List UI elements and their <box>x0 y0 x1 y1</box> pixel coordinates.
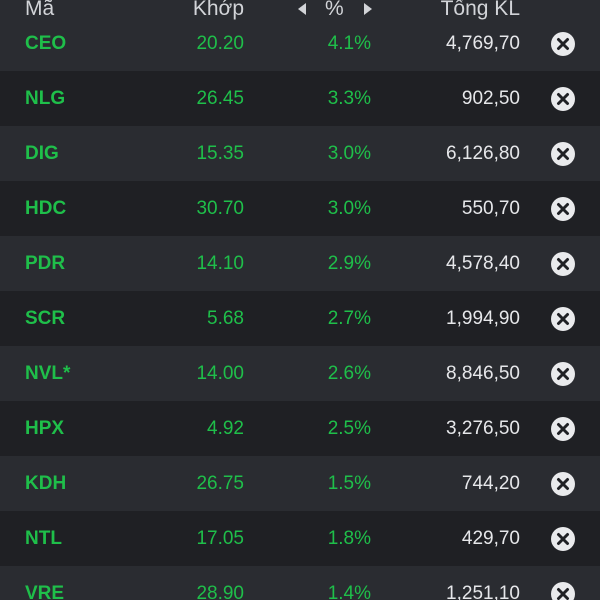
percent-change: 1.8% <box>327 528 371 549</box>
stock-code: DIG <box>25 143 59 164</box>
stock-code: NTL <box>25 528 62 549</box>
close-circle-icon[interactable] <box>551 472 575 496</box>
stock-code: NLG <box>25 88 66 109</box>
total-volume: 1,251,10 <box>446 583 520 600</box>
percent-change: 1.4% <box>327 583 371 600</box>
close-circle-icon[interactable] <box>551 527 575 551</box>
match-price: 26.75 <box>196 473 244 494</box>
percent-change: 2.6% <box>327 363 371 384</box>
stock-row[interactable]: NTL 17.05 1.8% 429,70 <box>0 511 600 566</box>
total-volume: 4,578,40 <box>446 253 520 274</box>
total-volume: 8,846,50 <box>446 363 520 384</box>
total-volume: 902,50 <box>461 88 520 109</box>
close-circle-icon[interactable] <box>551 362 575 386</box>
stock-row[interactable]: KDH 26.75 1.5% 744,20 <box>0 456 600 511</box>
match-price: 14.00 <box>196 363 244 384</box>
stock-code: HPX <box>25 418 65 439</box>
stock-code: VRE <box>25 583 65 600</box>
match-price: 5.68 <box>207 308 244 329</box>
header-price[interactable]: Khớp <box>192 0 244 20</box>
caret-right-icon[interactable] <box>364 3 372 15</box>
close-circle-icon[interactable] <box>551 197 575 221</box>
stock-list: CEO 20.20 4.1% 4,769,70 NLG 26.45 3.3% 902,50 DI… <box>0 16 600 600</box>
stock-code: PDR <box>25 253 66 274</box>
percent-change: 2.9% <box>327 253 371 274</box>
stock-row[interactable]: NVL* 14.00 2.6% 8,846,50 <box>0 346 600 401</box>
stock-code: KDH <box>25 473 67 494</box>
column-header: Mã Khớp % Tổng KL <box>0 0 600 31</box>
header-volume[interactable]: Tổng KL <box>440 0 520 20</box>
stock-code: NVL* <box>25 363 71 384</box>
percent-change: 3.3% <box>327 88 371 109</box>
total-volume: 6,126,80 <box>446 143 520 164</box>
stock-row[interactable]: HDC 30.70 3.0% 550,70 <box>0 181 600 236</box>
header-code[interactable]: Mã <box>25 0 55 20</box>
percent-change: 2.5% <box>327 418 371 439</box>
total-volume: 1,994,90 <box>446 308 520 329</box>
close-circle-icon[interactable] <box>551 417 575 441</box>
stock-row[interactable]: NLG 26.45 3.3% 902,50 <box>0 71 600 126</box>
close-circle-icon[interactable] <box>551 252 575 276</box>
header-percent[interactable]: % <box>325 0 344 20</box>
percent-change: 3.0% <box>327 198 371 219</box>
match-price: 28.90 <box>196 583 244 600</box>
caret-left-icon[interactable] <box>298 3 306 15</box>
close-circle-icon[interactable] <box>551 32 575 56</box>
match-price: 26.45 <box>196 88 244 109</box>
percent-change: 1.5% <box>327 473 371 494</box>
match-price: 4.92 <box>207 418 244 439</box>
total-volume: 4,769,70 <box>446 33 520 54</box>
stock-row[interactable]: HPX 4.92 2.5% 3,276,50 <box>0 401 600 456</box>
match-price: 30.70 <box>196 198 244 219</box>
stock-row[interactable]: DIG 15.35 3.0% 6,126,80 <box>0 126 600 181</box>
close-circle-icon[interactable] <box>551 142 575 166</box>
stock-row[interactable]: SCR 5.68 2.7% 1,994,90 <box>0 291 600 346</box>
close-circle-icon[interactable] <box>551 307 575 331</box>
percent-change: 2.7% <box>327 308 371 329</box>
stock-row[interactable]: PDR 14.10 2.9% 4,578,40 <box>0 236 600 291</box>
stock-row[interactable]: VRE 28.90 1.4% 1,251,10 <box>0 566 600 600</box>
stock-code: SCR <box>25 308 66 329</box>
match-price: 20.20 <box>196 33 244 54</box>
percent-change: 3.0% <box>327 143 371 164</box>
total-volume: 550,70 <box>461 198 520 219</box>
match-price: 15.35 <box>196 143 244 164</box>
total-volume: 3,276,50 <box>446 418 520 439</box>
close-circle-icon[interactable] <box>551 87 575 111</box>
match-price: 14.10 <box>196 253 244 274</box>
stock-code: HDC <box>25 198 67 219</box>
percent-change: 4.1% <box>327 33 371 54</box>
total-volume: 744,20 <box>461 473 520 494</box>
match-price: 17.05 <box>196 528 244 549</box>
total-volume: 429,70 <box>461 528 520 549</box>
close-circle-icon[interactable] <box>551 582 575 600</box>
stock-code: CEO <box>25 33 67 54</box>
